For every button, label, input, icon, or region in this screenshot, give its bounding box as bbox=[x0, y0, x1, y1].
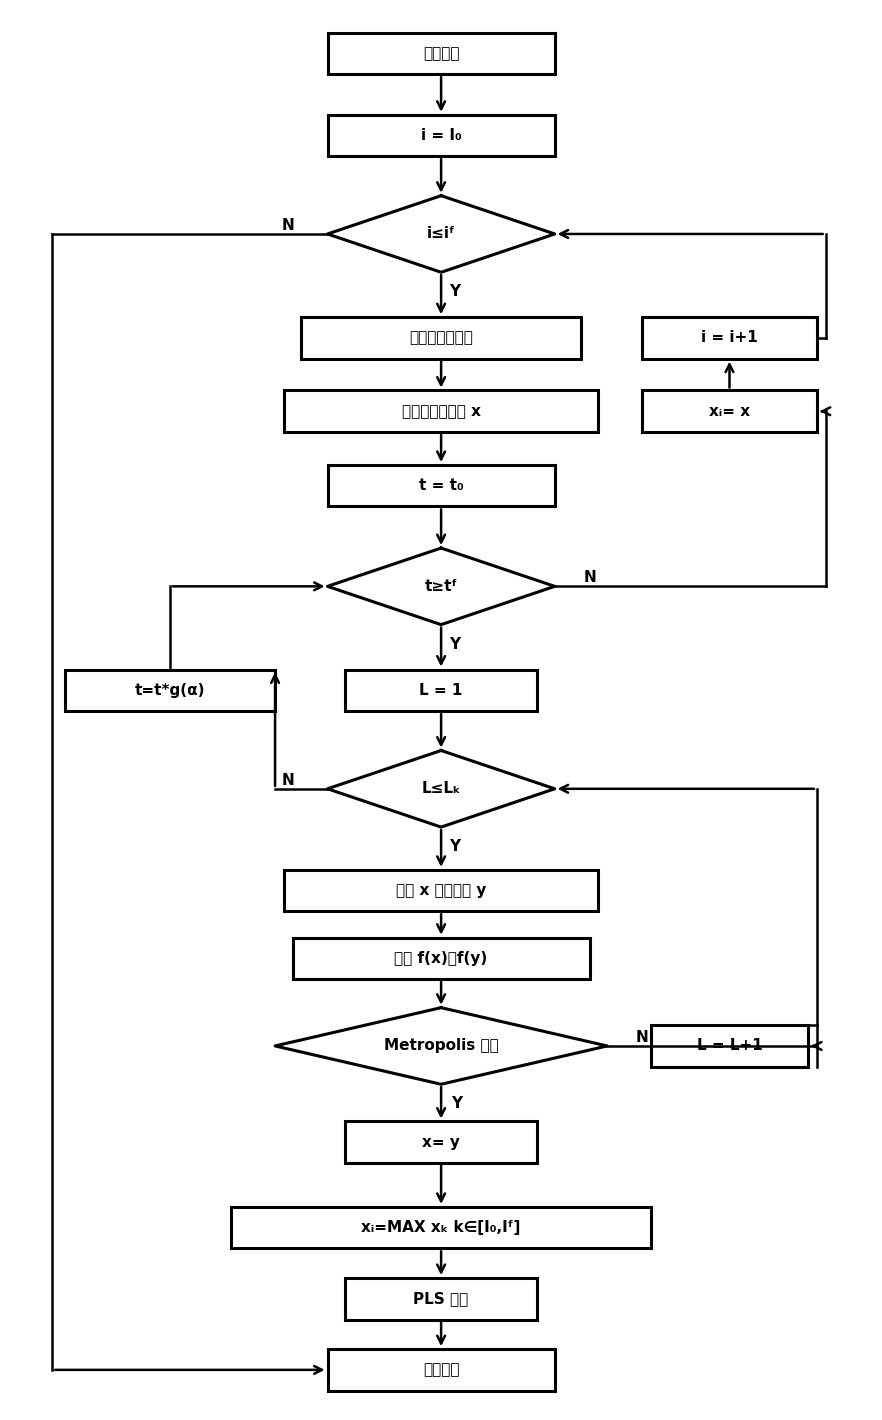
Bar bbox=[642, 317, 817, 359]
Bar bbox=[345, 669, 537, 711]
Bar bbox=[293, 937, 589, 980]
Text: t=t*g(α): t=t*g(α) bbox=[135, 683, 206, 697]
Bar bbox=[345, 1122, 537, 1163]
Bar bbox=[327, 1349, 555, 1390]
Text: t = t₀: t = t₀ bbox=[419, 479, 463, 493]
Bar bbox=[284, 391, 598, 432]
Bar bbox=[65, 669, 275, 711]
Text: N: N bbox=[583, 569, 596, 585]
Bar bbox=[327, 464, 555, 507]
Text: xᵢ=MAX xₖ k∈[I₀,Iᶠ]: xᵢ=MAX xₖ k∈[I₀,Iᶠ] bbox=[362, 1220, 520, 1235]
Text: x= y: x= y bbox=[422, 1135, 460, 1150]
Text: 程序结束: 程序结束 bbox=[422, 1362, 460, 1377]
Text: 扰动 x 产生新解 y: 扰动 x 产生新解 y bbox=[396, 883, 486, 897]
Text: Y: Y bbox=[449, 284, 460, 300]
Text: xᵢ= x: xᵢ= x bbox=[709, 403, 750, 419]
Text: t≥tᶠ: t≥tᶠ bbox=[424, 579, 458, 594]
Bar bbox=[302, 317, 580, 359]
Text: i≤iᶠ: i≤iᶠ bbox=[427, 226, 455, 241]
Text: Y: Y bbox=[449, 839, 460, 855]
Text: N: N bbox=[636, 1030, 648, 1045]
Bar bbox=[231, 1207, 651, 1248]
Text: 程序开始: 程序开始 bbox=[422, 45, 460, 61]
Text: L = L+1: L = L+1 bbox=[697, 1038, 762, 1054]
Text: 随机产生初始解 x: 随机产生初始解 x bbox=[401, 403, 481, 419]
Bar bbox=[345, 1278, 537, 1319]
Bar bbox=[642, 391, 817, 432]
Bar bbox=[651, 1025, 808, 1066]
Text: PLS 建模: PLS 建模 bbox=[414, 1291, 468, 1306]
Text: L = 1: L = 1 bbox=[419, 683, 463, 697]
Text: Y: Y bbox=[452, 1096, 462, 1112]
Bar bbox=[327, 115, 555, 156]
Text: i = i+1: i = i+1 bbox=[701, 331, 758, 345]
Text: N: N bbox=[281, 217, 295, 233]
Text: i = I₀: i = I₀ bbox=[421, 128, 461, 143]
Bar bbox=[327, 33, 555, 74]
Text: 划分光谱子区间: 划分光谱子区间 bbox=[409, 331, 473, 345]
Text: L≤Lₖ: L≤Lₖ bbox=[422, 781, 460, 797]
Bar bbox=[284, 870, 598, 912]
Text: 计算 f(x)、f(y): 计算 f(x)、f(y) bbox=[394, 951, 488, 966]
Text: Metropolis 准则: Metropolis 准则 bbox=[384, 1038, 498, 1054]
Text: Y: Y bbox=[449, 636, 460, 652]
Text: N: N bbox=[281, 772, 295, 788]
